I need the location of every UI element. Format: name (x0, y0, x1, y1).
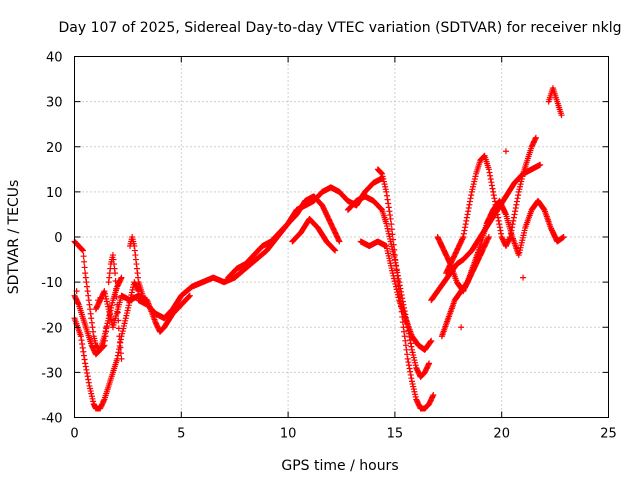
series-marks (127, 234, 146, 299)
series-track-q (545, 85, 565, 119)
data-points (71, 85, 567, 412)
y-tick-label: 20 (46, 141, 63, 156)
y-tick-label: -20 (41, 321, 62, 336)
series-track-l (357, 238, 435, 353)
y-tick-label: -40 (41, 412, 62, 427)
series-track-i (289, 215, 339, 254)
x-tick-label: 5 (177, 427, 185, 442)
series-marks (289, 215, 339, 254)
series-marks (73, 148, 527, 331)
x-tick-label: 25 (600, 427, 617, 442)
y-tick-label: -30 (41, 366, 62, 381)
series-outliers (73, 148, 527, 331)
series-marks (357, 238, 435, 353)
gridlines (74, 56, 609, 418)
series-track-o (443, 134, 539, 277)
x-tick-label: 15 (387, 427, 404, 442)
series-marks (344, 193, 433, 380)
series-track-p (434, 234, 492, 295)
y-tick-label: -10 (41, 276, 62, 291)
x-tick-label: 20 (493, 427, 510, 442)
series-track-e (127, 234, 146, 299)
y-tick-label: 10 (46, 186, 63, 201)
x-tick-label: 0 (70, 427, 78, 442)
series-marks (443, 134, 539, 277)
x-tick-label: 10 (280, 427, 297, 442)
series-track-k (374, 166, 437, 412)
series-marks (438, 197, 567, 340)
axis-ticks: 0 5 10 15 20 25 -40 -30 -20 -10 0 10 20 30 40 (41, 51, 617, 442)
series-marks (434, 234, 492, 295)
series-marks (374, 166, 437, 412)
y-axis-label: SDTVAR / TECUs (6, 180, 22, 295)
series-track-h (225, 193, 343, 281)
series-track-j (344, 193, 433, 380)
x-axis-label: GPS time / hours (281, 458, 398, 474)
y-tick-label: 40 (46, 51, 63, 66)
series-marks (545, 85, 565, 119)
series-track-n (438, 197, 567, 340)
y-tick-label: 0 (54, 231, 62, 246)
y-tick-label: 30 (46, 96, 63, 111)
chart-title: Day 107 of 2025, Sidereal Day-to-day VTE… (59, 20, 622, 36)
series-marks (225, 193, 343, 281)
